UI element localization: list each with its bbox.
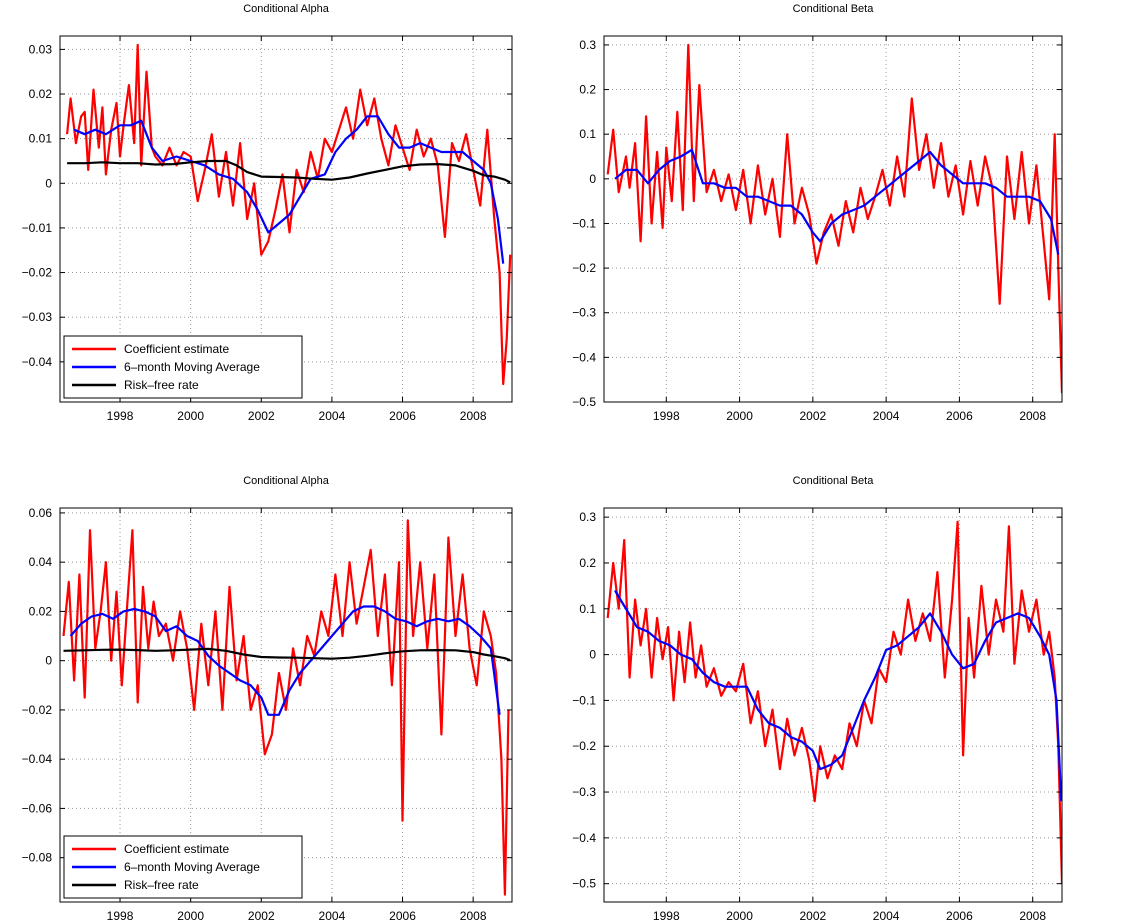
- y-tick-label: −0.03: [22, 310, 53, 324]
- axes-frame: [603, 507, 1063, 903]
- y-tick-label: 0.06: [29, 506, 53, 520]
- series-line-coefficient-estimate: [62, 519, 510, 896]
- x-tick-label: 2002: [799, 909, 826, 921]
- axes-frame: [59, 35, 513, 403]
- y-tick-label: −0.01: [22, 221, 53, 235]
- y-tick-label: −0.06: [22, 801, 53, 815]
- x-tick-label: 2000: [177, 909, 204, 921]
- y-tick-label: −0.2: [572, 739, 596, 753]
- series-line-moving-average: [69, 605, 501, 716]
- series-line-coefficient-estimate: [606, 520, 1062, 884]
- x-tick-label: 2004: [873, 409, 900, 423]
- y-tick-label: 0.2: [579, 83, 596, 97]
- y-tick-label: 0: [45, 176, 52, 190]
- x-tick-label: 2002: [248, 909, 275, 921]
- x-tick-label: 2002: [248, 409, 275, 423]
- x-tick-label: 2000: [726, 909, 753, 921]
- y-tick-label: −0.3: [572, 785, 596, 799]
- legend-label-moving-average: 6–month Moving Average: [124, 360, 260, 374]
- x-tick-label: 2008: [1019, 909, 1046, 921]
- y-tick-label: −0.4: [572, 350, 596, 364]
- y-tick-label: −0.5: [572, 395, 596, 409]
- series-line-moving-average: [614, 589, 1062, 802]
- y-tick-label: 0.04: [29, 555, 53, 569]
- x-tick-label: 2006: [946, 909, 973, 921]
- y-tick-label: 0: [589, 172, 596, 186]
- series-line-risk-free-rate: [67, 159, 511, 184]
- y-tick-label: 0.1: [579, 127, 596, 141]
- panel-beta-bottom: Conditional Beta 1998 2000 2002 2004 2006 2008…: [572, 475, 1063, 921]
- x-tick-label: 2008: [460, 909, 487, 921]
- y-tick-label: −0.4: [572, 831, 596, 845]
- panel-title: Conditional Beta: [793, 3, 875, 15]
- y-tick-label: 0.1: [579, 602, 596, 616]
- y-tick-label: 0.3: [579, 510, 596, 524]
- axes-frame: [603, 35, 1063, 403]
- y-tick-label: −0.02: [22, 266, 53, 280]
- panel-title: Conditional Alpha: [243, 3, 330, 15]
- y-tick-label: 0.03: [29, 42, 53, 56]
- y-tick-label: −0.08: [22, 851, 53, 865]
- y-tick-label: −0.04: [22, 752, 53, 766]
- axes-frame: [59, 507, 513, 903]
- legend-label-coefficient-estimate: Coefficient estimate: [124, 842, 229, 856]
- x-tick-label: 2004: [873, 909, 900, 921]
- y-tick-label: −0.1: [572, 693, 596, 707]
- legend-label-risk-free-rate: Risk–free rate: [124, 378, 199, 392]
- x-tick-label: 2006: [389, 409, 416, 423]
- y-tick-label: −0.3: [572, 306, 596, 320]
- series-line-coefficient-estimate: [66, 43, 512, 386]
- x-tick-label: 2000: [726, 409, 753, 423]
- y-tick-label: −0.02: [22, 703, 53, 717]
- x-tick-label: 1998: [653, 409, 680, 423]
- x-tick-label: 1998: [653, 909, 680, 921]
- series-line-risk-free-rate: [63, 647, 511, 662]
- legend-label-risk-free-rate: Risk–free rate: [124, 878, 199, 892]
- panel-alpha-top: Conditional Alpha 1998 2000 2002 2004 2006 200…: [22, 3, 513, 423]
- legend: Coefficient estimate 6–month Moving Avera…: [63, 835, 303, 899]
- x-tick-label: 2004: [319, 409, 346, 423]
- y-tick-label: 0.01: [29, 132, 53, 146]
- y-tick-label: 0.2: [579, 556, 596, 570]
- panel-alpha-bottom: Conditional Alpha 1998 2000 2002 2004 2006 200…: [22, 475, 513, 921]
- legend: Coefficient estimate 6–month Moving Avera…: [63, 335, 303, 399]
- panel-title: Conditional Beta: [793, 475, 875, 487]
- x-tick-label: 2002: [799, 409, 826, 423]
- y-tick-label: −0.04: [22, 355, 53, 369]
- x-tick-label: 2006: [946, 409, 973, 423]
- y-tick-label: 0.02: [29, 87, 53, 101]
- y-tick-label: −0.5: [572, 877, 596, 891]
- y-tick-label: 0: [45, 654, 52, 668]
- x-tick-label: 2006: [389, 909, 416, 921]
- y-tick-label: 0: [589, 648, 596, 662]
- x-tick-label: 1998: [107, 909, 134, 921]
- panel-beta-top: Conditional Beta 1998 2000 2002 2004 2006 2008…: [572, 3, 1063, 423]
- y-tick-label: 0.3: [579, 38, 596, 52]
- y-tick-label: −0.2: [572, 261, 596, 275]
- x-tick-label: 2004: [319, 909, 346, 921]
- panel-title: Conditional Alpha: [243, 475, 330, 487]
- x-tick-label: 2008: [460, 409, 487, 423]
- series-line-moving-average: [73, 115, 505, 264]
- series-line-moving-average: [614, 148, 1060, 255]
- x-tick-label: 2000: [177, 409, 204, 423]
- x-tick-label: 2008: [1019, 409, 1046, 423]
- y-tick-label: 0.02: [29, 604, 53, 618]
- y-tick-label: −0.1: [572, 216, 596, 230]
- legend-label-coefficient-estimate: Coefficient estimate: [124, 342, 229, 356]
- x-tick-label: 1998: [107, 409, 134, 423]
- series-line-coefficient-estimate: [606, 43, 1062, 394]
- legend-label-moving-average: 6–month Moving Average: [124, 860, 260, 874]
